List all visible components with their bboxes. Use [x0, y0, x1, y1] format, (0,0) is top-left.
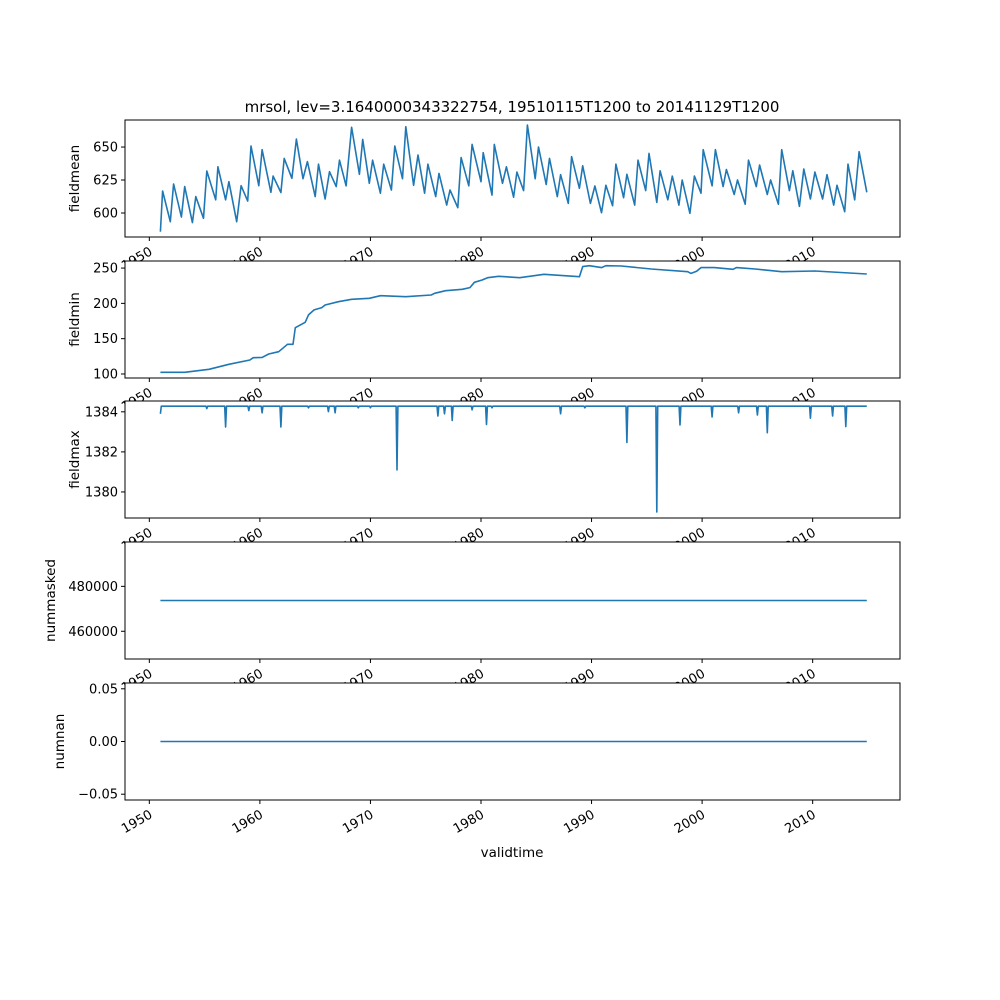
y-tick-label: 0.05: [89, 682, 118, 697]
y-tick-label: 480000: [68, 580, 118, 595]
y-tick-label: 150: [93, 332, 118, 347]
y-axis-label: fieldmean: [67, 145, 83, 212]
y-axis-label: fieldmax: [67, 430, 83, 489]
axes-background: [125, 120, 900, 237]
y-axis-label: numnan: [52, 714, 68, 770]
axes-frame: [124, 260, 901, 379]
y-tick-label: 0.00: [89, 735, 118, 750]
y-tick-label: 200: [93, 297, 118, 312]
axes-frame: [124, 541, 901, 660]
y-tick-label: 460000: [68, 625, 118, 640]
y-tick-label: 625: [93, 174, 118, 189]
y-tick-label: 600: [93, 206, 118, 221]
y-tick-label: 1384: [85, 405, 118, 420]
y-tick-label: 1380: [85, 485, 118, 500]
y-axis-label: nummasked: [43, 559, 59, 642]
y-tick-label: 650: [93, 141, 118, 156]
y-tick-label: 1382: [85, 445, 118, 460]
axes-frame: [124, 400, 901, 519]
y-tick-label: 100: [93, 367, 118, 382]
y-axis-label: fieldmin: [67, 292, 83, 347]
y-tick-label: −0.05: [78, 788, 118, 803]
y-tick-label: 250: [93, 262, 118, 277]
x-axis-label: validtime: [481, 845, 544, 861]
axes-frame: [124, 119, 901, 238]
series-line-fieldmean: [159, 124, 868, 232]
axes-background: [125, 261, 900, 378]
series-line-fieldmin: [160, 264, 867, 374]
axes-background: [125, 401, 900, 518]
series-line-fieldmax: [159, 405, 867, 513]
chart-title: mrsol, lev=3.1640000343322754, 19510115T…: [245, 98, 780, 116]
